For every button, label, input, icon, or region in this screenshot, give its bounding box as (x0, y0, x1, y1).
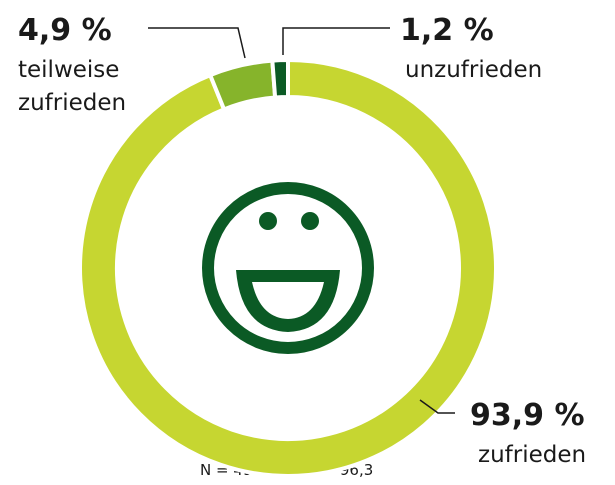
category-label: unzufrieden (405, 57, 542, 83)
leader-line (148, 27, 246, 59)
smiley (202, 182, 374, 354)
smiley-mouth-inner (252, 282, 324, 319)
leader-line (282, 27, 390, 55)
value-label: 93,9 % (470, 398, 585, 433)
smiley-eye (301, 212, 319, 230)
donut-segment (78, 57, 498, 478)
value-label: 1,2 % (400, 13, 494, 48)
value-label: 4,9 % (18, 13, 112, 48)
smiley-face (202, 182, 374, 354)
category-label: teilweise zufrieden (18, 57, 126, 116)
donut-segment (270, 57, 290, 100)
smiley-eye (259, 212, 277, 230)
donut-segment (207, 58, 278, 113)
leader-line (419, 399, 455, 414)
category-label: zufrieden (478, 442, 586, 468)
